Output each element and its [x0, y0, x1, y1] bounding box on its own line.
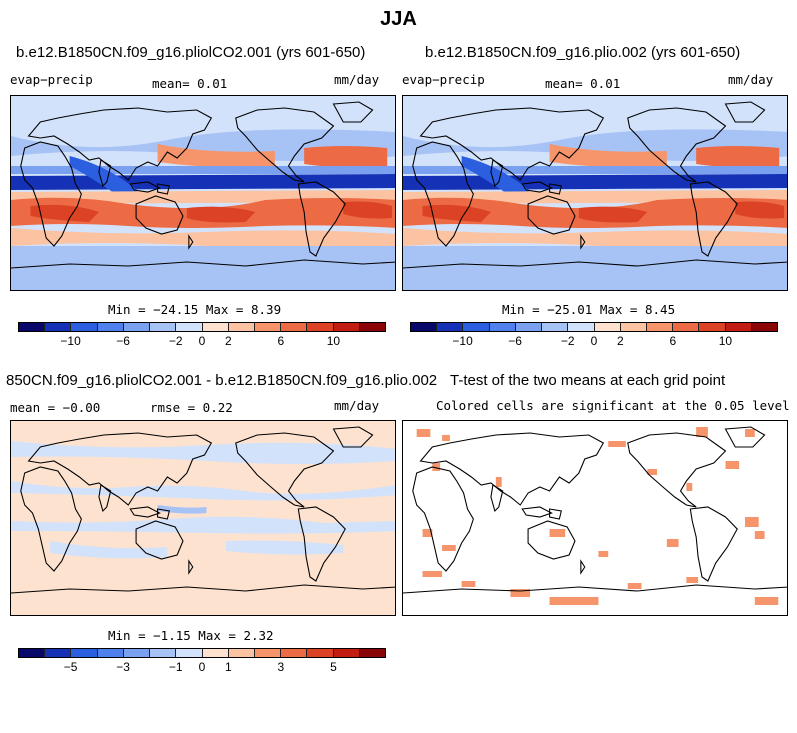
colorbar-swatch: [542, 323, 569, 331]
colorbar-swatch: [228, 649, 255, 657]
colorbar-swatch: [646, 323, 674, 331]
colorbar-tick-label: −2: [168, 334, 183, 348]
colorbar-swatch: [254, 323, 282, 331]
colorbar-swatch: [359, 323, 386, 331]
colorbar-swatch: [515, 323, 543, 331]
colorbar-tick-label: 6: [669, 334, 677, 348]
colorbar-swatch: [176, 323, 203, 331]
panel3-map: [10, 420, 396, 616]
colorbar-swatch: [281, 649, 308, 657]
colorbar-swatch: [411, 323, 438, 331]
colorbar-tick-label: −6: [116, 334, 130, 348]
panel1-colorbar-ticks: −10 −6 −2 0 2 6 10: [18, 334, 386, 350]
panel2-variable: evap−precip: [402, 72, 485, 87]
colorbar-tick-label: 2: [224, 334, 232, 348]
colorbar-swatch: [202, 649, 229, 657]
colorbar-tick-label: 0: [590, 334, 598, 348]
panel3-minmax: Min = −1.15 Max = 2.32: [108, 628, 274, 643]
panel2-colorbar-ticks: −10 −6 −2 0 2 6 10: [410, 334, 778, 350]
panel3-colorbar: [18, 648, 386, 658]
colorbar-swatch: [751, 323, 778, 331]
panel4-map: [402, 420, 788, 616]
panel2-title: b.e12.B1850CN.f09_g16.plio.002 (yrs 601-…: [425, 44, 741, 61]
colorbar-swatch: [45, 649, 72, 657]
colorbar-tick-label: 0: [198, 660, 206, 674]
panel2-minmax: Min = −25.01 Max = 8.45: [502, 302, 676, 317]
colorbar-swatch: [594, 323, 621, 331]
colorbar-swatch: [97, 323, 124, 331]
colorbar-tick-label: 2: [616, 334, 624, 348]
colorbar-tick-label: 3: [277, 660, 285, 674]
panel1-units: mm/day: [334, 72, 380, 87]
colorbar-swatch: [19, 323, 46, 331]
panel2-colorbar: [410, 322, 778, 332]
colorbar-tick-label: 0: [198, 334, 206, 348]
colorbar-swatch: [19, 649, 46, 657]
panel1-map: [10, 95, 396, 291]
panel1-colorbar: [18, 322, 386, 332]
colorbar-swatch: [307, 323, 334, 331]
colorbar-swatch: [725, 323, 752, 331]
colorbar-tick-label: 10: [718, 334, 733, 348]
colorbar-swatch: [333, 323, 360, 331]
colorbar-swatch: [176, 649, 203, 657]
colorbar-tick-label: −5: [63, 660, 78, 674]
colorbar-tick-label: −3: [116, 660, 130, 674]
panel1-minmax: Min = −24.15 Max = 8.39: [108, 302, 282, 317]
colorbar-swatch: [71, 649, 98, 657]
colorbar-swatch: [228, 323, 255, 331]
colorbar-swatch: [45, 323, 72, 331]
panel2-map: [402, 95, 788, 291]
colorbar-swatch: [123, 323, 151, 331]
colorbar-swatch: [699, 323, 726, 331]
panel3-mean: mean = −0.00: [10, 400, 101, 415]
colorbar-swatch: [673, 323, 700, 331]
panel4-title: T-test of the two means at each grid poi…: [450, 372, 726, 389]
panel1-mean: mean= 0.01: [152, 76, 228, 91]
colorbar-tick-label: −6: [508, 334, 522, 348]
colorbar-swatch: [359, 649, 386, 657]
colorbar-tick-label: 5: [330, 660, 337, 674]
colorbar-swatch: [463, 323, 490, 331]
colorbar-swatch: [333, 649, 360, 657]
panel4-subtitle: Colored cells are significant at the 0.0…: [436, 398, 790, 413]
colorbar-swatch: [150, 649, 177, 657]
colorbar-swatch: [437, 323, 464, 331]
colorbar-tick-label: −10: [452, 334, 473, 348]
colorbar-swatch: [71, 323, 98, 331]
colorbar-swatch: [489, 323, 516, 331]
colorbar-tick-label: −1: [168, 660, 183, 674]
panel1-title: b.e12.B1850CN.f09_g16.pliolCO2.001 (yrs …: [16, 44, 366, 61]
panel3-rmse: rmse = 0.22: [150, 400, 233, 415]
colorbar-swatch: [307, 649, 334, 657]
colorbar-swatch: [254, 649, 282, 657]
panel2-units: mm/day: [728, 72, 774, 87]
colorbar-tick-label: −2: [560, 334, 575, 348]
colorbar-tick-label: −10: [60, 334, 81, 348]
panel1-variable: evap−precip: [10, 72, 93, 87]
colorbar-swatch: [620, 323, 647, 331]
panel2-mean: mean= 0.01: [545, 76, 621, 91]
colorbar-tick-label: 6: [277, 334, 285, 348]
colorbar-swatch: [568, 323, 595, 331]
colorbar-swatch: [97, 649, 124, 657]
panel3-units: mm/day: [334, 398, 380, 413]
colorbar-swatch: [202, 323, 229, 331]
colorbar-tick-label: 1: [224, 660, 232, 674]
panel3-colorbar-ticks: −5 −3 −1 0 1 3 5: [18, 660, 386, 676]
colorbar-tick-label: 10: [326, 334, 341, 348]
colorbar-swatch: [123, 649, 151, 657]
panel3-title: 850CN.f09_g16.pliolCO2.001 - b.e12.B1850…: [6, 372, 438, 389]
colorbar-swatch: [150, 323, 177, 331]
colorbar-swatch: [281, 323, 308, 331]
page-title: JJA: [380, 8, 417, 30]
